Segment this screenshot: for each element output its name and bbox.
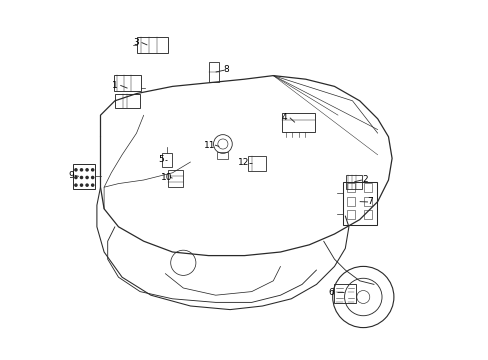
Circle shape xyxy=(80,176,82,179)
Circle shape xyxy=(75,184,77,186)
Circle shape xyxy=(86,176,88,179)
Text: 2: 2 xyxy=(362,175,367,184)
Circle shape xyxy=(91,176,94,179)
Text: 8: 8 xyxy=(223,65,229,74)
Circle shape xyxy=(75,176,77,179)
Text: 1: 1 xyxy=(112,81,118,90)
Text: 9: 9 xyxy=(68,171,74,180)
Text: 3: 3 xyxy=(133,38,139,47)
Text: 4: 4 xyxy=(282,113,287,122)
Text: 12: 12 xyxy=(238,158,249,167)
Circle shape xyxy=(91,169,94,171)
Circle shape xyxy=(80,184,82,186)
Text: 5: 5 xyxy=(158,154,163,163)
Text: 10: 10 xyxy=(160,173,172,181)
Circle shape xyxy=(86,169,88,171)
Text: 11: 11 xyxy=(204,140,215,150)
Circle shape xyxy=(75,169,77,171)
Text: 7: 7 xyxy=(366,197,372,207)
Circle shape xyxy=(80,169,82,171)
Text: 6: 6 xyxy=(328,288,334,297)
Circle shape xyxy=(86,184,88,186)
Circle shape xyxy=(91,184,94,186)
